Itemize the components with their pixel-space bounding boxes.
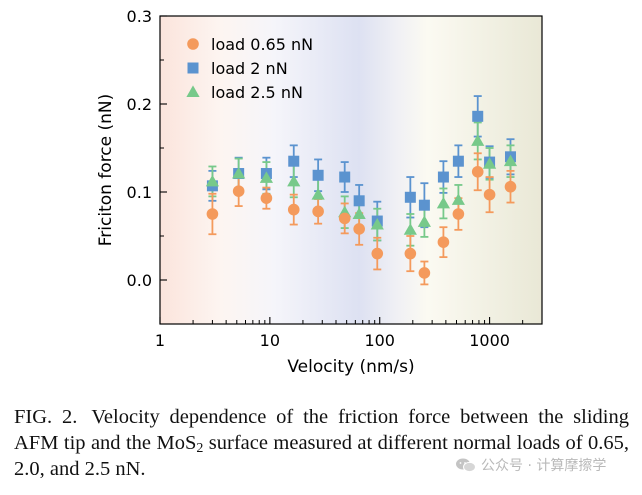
data-point-load-2-5-nn bbox=[259, 171, 273, 183]
plot-frame bbox=[159, 15, 543, 325]
data-point-load-0-65-nn bbox=[260, 192, 273, 204]
data-point-load-2-5-nn bbox=[311, 188, 325, 200]
data-point-load-0-65-nn bbox=[371, 247, 384, 260]
x-axis-label: Velocity (nm/s) bbox=[287, 357, 414, 377]
data-point-load-2-5-nn bbox=[482, 157, 497, 169]
data-point-load-0-65-nn bbox=[206, 208, 219, 220]
data-point-load-2-5-nn bbox=[205, 174, 220, 187]
legend-label: load 2.5 nN bbox=[211, 83, 303, 102]
data-point-load-2-5-nn bbox=[232, 166, 246, 179]
x-tick-label: 1 bbox=[155, 331, 165, 350]
x-tick-label: 10 bbox=[260, 331, 280, 350]
legend-marker bbox=[187, 38, 199, 50]
caption-text-part1: Velocity dependence of the friction forc… bbox=[14, 406, 629, 454]
data-point-load-0-65-nn bbox=[504, 180, 517, 193]
y-tick-label: 0.2 bbox=[127, 95, 152, 114]
legend-marker bbox=[186, 85, 200, 97]
data-point-load-0-65-nn bbox=[287, 203, 300, 216]
caption-text-part2: surface measured at different normal loa… bbox=[14, 432, 629, 480]
data-point-load-2-5-nn bbox=[503, 154, 518, 167]
data-point-load-2-5-nn bbox=[436, 196, 451, 209]
data-point-load-2-5-nn bbox=[370, 217, 384, 230]
data-point-load-2-5-nn bbox=[451, 193, 465, 205]
data-point-load-0-65-nn bbox=[312, 205, 324, 218]
wechat-icon bbox=[456, 458, 476, 473]
caption-subscript: 2 bbox=[196, 441, 204, 456]
data-point-load-0-65-nn bbox=[232, 185, 245, 197]
data-point-load-2-5-nn bbox=[287, 174, 301, 187]
data-point-load-2-nn bbox=[452, 155, 464, 167]
data-point-load-0-65-nn bbox=[452, 208, 465, 220]
x-tick-label: 100 bbox=[364, 331, 395, 350]
data-point-load-2-5-nn bbox=[352, 207, 366, 219]
data-point-load-2-nn bbox=[312, 169, 324, 181]
data-point-load-2-nn bbox=[418, 199, 430, 211]
data-point-load-0-65-nn bbox=[483, 188, 496, 201]
legend-label: load 0.65 nN bbox=[211, 35, 313, 54]
legend-marker bbox=[187, 62, 199, 74]
data-point-load-2-nn bbox=[472, 110, 484, 122]
watermark-text: 公众号 · 计算摩擦学 bbox=[481, 458, 607, 474]
y-axis-label: Friciton force (nN) bbox=[96, 94, 116, 247]
data-point-load-0-65-nn bbox=[418, 267, 431, 279]
figure-caption: FIG. 2. Velocity dependence of the fricti… bbox=[14, 404, 629, 482]
y-tick-label: 0.3 bbox=[127, 7, 152, 26]
data-point-load-2-nn bbox=[288, 155, 300, 167]
data-point-load-0-65-nn bbox=[404, 247, 417, 260]
data-point-load-0-65-nn bbox=[338, 212, 351, 225]
data-point-load-2-5-nn bbox=[471, 134, 485, 146]
data-point-load-2-nn bbox=[404, 191, 416, 203]
data-point-load-2-5-nn bbox=[417, 215, 431, 227]
y-tick-label: 0.0 bbox=[127, 271, 152, 290]
data-point-load-2-nn bbox=[339, 171, 351, 183]
data-point-load-0-65-nn bbox=[353, 223, 365, 235]
data-point-load-2-nn bbox=[437, 171, 449, 183]
data-point-load-0-65-nn bbox=[471, 165, 484, 178]
legend-label: load 2 nN bbox=[211, 59, 288, 78]
data-point-load-2-nn bbox=[353, 195, 365, 207]
y-tick-label: 0.1 bbox=[127, 183, 152, 202]
data-point-load-0-65-nn bbox=[437, 236, 450, 248]
caption-label: FIG. 2. bbox=[14, 406, 78, 428]
legend: load 0.65 nN load 2 nN load 2.5 nN bbox=[186, 35, 313, 102]
x-tick-label: 1000 bbox=[469, 331, 510, 350]
watermark: 公众号 · 计算摩擦学 bbox=[455, 455, 606, 475]
data-point-load-2-5-nn bbox=[403, 223, 417, 235]
